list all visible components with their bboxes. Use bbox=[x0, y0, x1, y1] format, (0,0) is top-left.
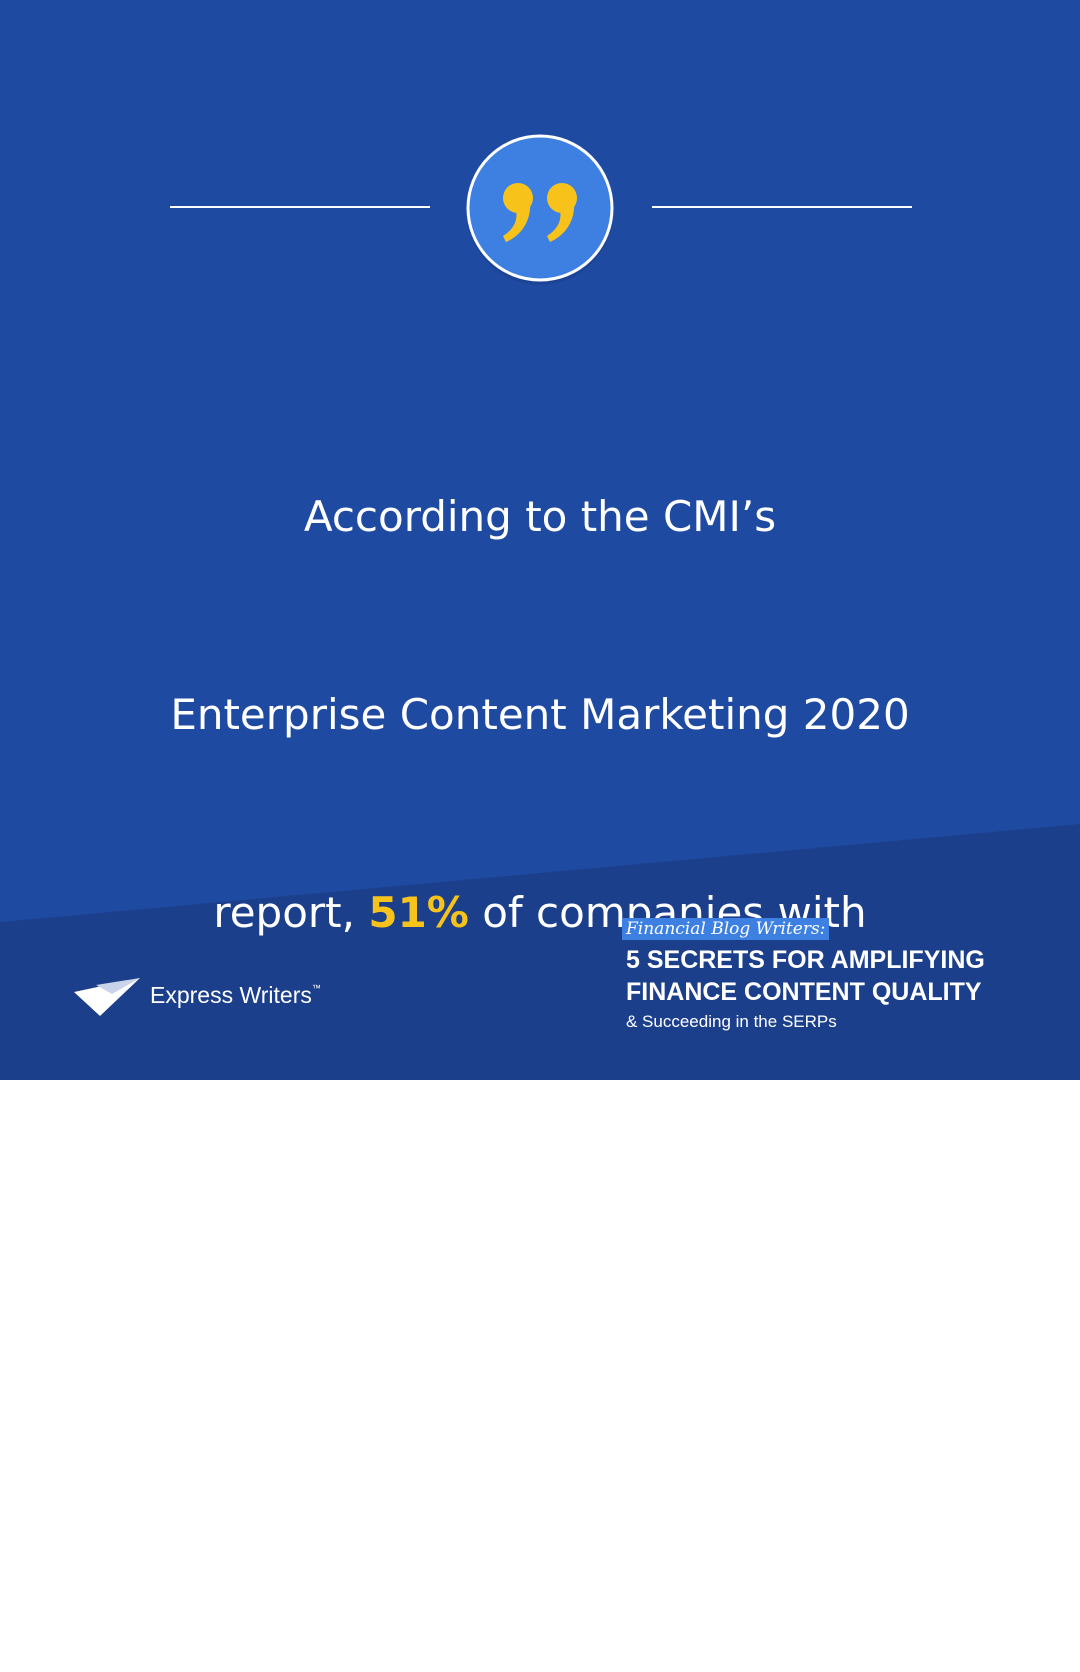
quote-line: report, 51% of companies with bbox=[0, 880, 1080, 946]
quote-line: important to the process. bbox=[273, 1482, 807, 1531]
blog-kicker: Financial Blog Writers: bbox=[622, 918, 830, 940]
blog-title: 5 SECRETS FOR AMPLIFYING FINANCE CONTENT… bbox=[626, 944, 985, 1008]
footer-band bbox=[0, 824, 1080, 1080]
logo-icon bbox=[74, 978, 140, 1016]
blog-title-line: FINANCE CONTENT QUALITY bbox=[626, 978, 982, 1006]
graphic: According to the CMI’s Enterprise Conten… bbox=[0, 0, 1080, 1080]
quote-line: Enterprise Content Marketing 2020 bbox=[170, 690, 910, 739]
brand-name: Express Writers bbox=[150, 982, 312, 1008]
quote-icon bbox=[466, 134, 614, 282]
blog-title-line: 5 SECRETS FOR AMPLIFYING bbox=[626, 946, 985, 974]
quote-line: consider their content extremely bbox=[195, 1284, 885, 1333]
trademark: ™ bbox=[311, 983, 321, 993]
blog-subtitle: & Succeeding in the SERPs bbox=[626, 1012, 837, 1031]
quote-line: optimal customer experiences bbox=[221, 1086, 859, 1135]
quote-line: According to the CMI’s bbox=[303, 492, 777, 541]
brand: Express Writers™ bbox=[150, 982, 321, 1009]
background bbox=[0, 134, 1080, 1080]
quote-text: report, bbox=[213, 888, 369, 937]
quote-glyph bbox=[503, 183, 577, 242]
quote: According to the CMI’s Enterprise Conten… bbox=[0, 352, 1080, 1672]
quote-highlight: 51% bbox=[368, 888, 469, 937]
